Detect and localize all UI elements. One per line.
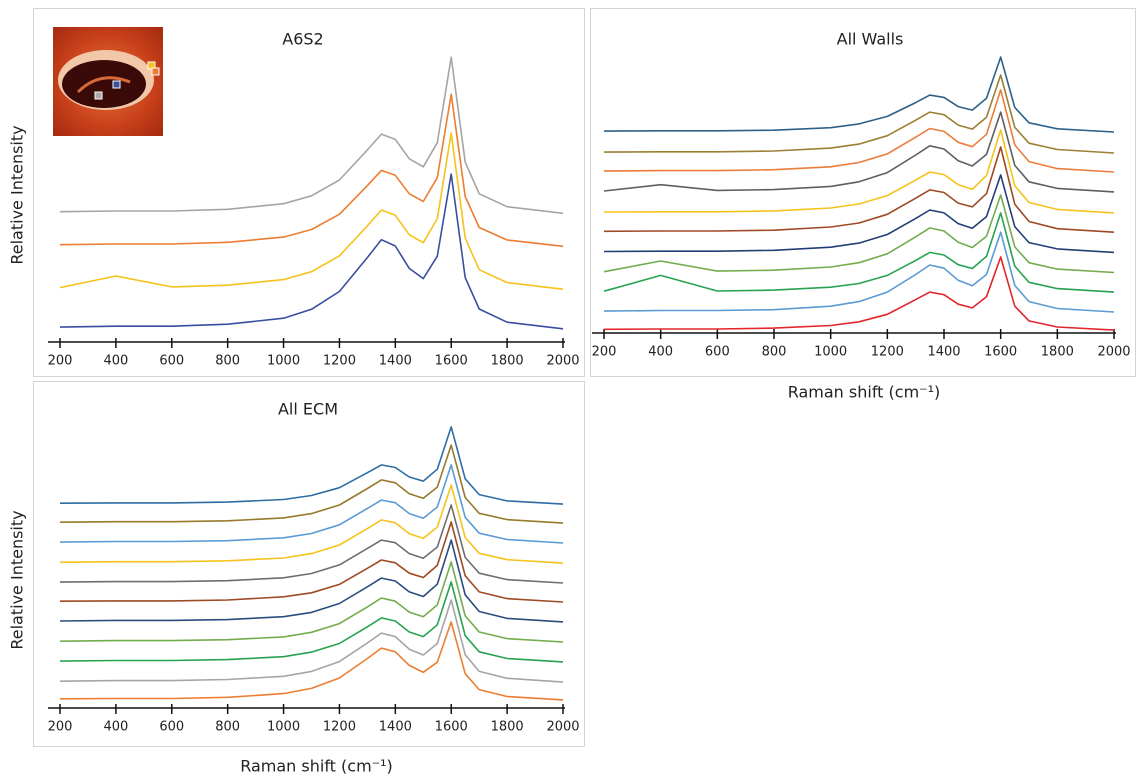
- x-tick-label: 2000: [546, 354, 579, 369]
- x-tick-label: 600: [159, 720, 184, 735]
- spectrum-line: [603, 89, 1115, 173]
- x-tick-label: 400: [648, 345, 673, 360]
- x-tick-label: 1800: [491, 354, 524, 369]
- x-tick-label: 1800: [491, 720, 524, 735]
- spectrum-line: [59, 504, 564, 584]
- spectrum-line: [59, 521, 564, 603]
- x-axis-label: Raman shift (cm⁻¹): [788, 383, 941, 402]
- x-tick-label: 1000: [267, 354, 300, 369]
- y-axis-label: Relative Intensity: [8, 510, 27, 649]
- spectrum-line: [59, 621, 564, 701]
- panel-frame: [33, 381, 585, 747]
- x-tick-label: 1200: [323, 354, 356, 369]
- x-tick-label: 200: [592, 345, 617, 360]
- panel-frame: [590, 8, 1136, 377]
- spectrum-line: [59, 561, 564, 643]
- y-axis-label: Relative Intensity: [8, 125, 27, 264]
- spectrum-line: [603, 111, 1115, 193]
- x-tick-label: 800: [215, 354, 240, 369]
- spectrum-line: [603, 146, 1115, 233]
- x-tick-label: 1200: [871, 345, 904, 360]
- x-tick-label: 600: [705, 345, 730, 360]
- spectrum-line: [603, 74, 1115, 154]
- spectrum-line: [603, 56, 1115, 133]
- spectrum-line: [603, 129, 1115, 214]
- x-tick-label: 1600: [984, 345, 1017, 360]
- x-tick-label: 1400: [927, 345, 960, 360]
- spectrum-line: [603, 194, 1115, 274]
- spectrum-line: [59, 484, 564, 564]
- x-tick-label: 2000: [1097, 345, 1130, 360]
- spectrum-line: [603, 212, 1115, 293]
- spectrum-line: [59, 581, 564, 663]
- x-axis-label: Raman shift (cm⁻¹): [240, 757, 393, 776]
- x-tick-label: 200: [48, 720, 73, 735]
- x-tick-label: 1800: [1041, 345, 1074, 360]
- x-tick-label: 200: [48, 354, 73, 369]
- spectrum-line: [603, 231, 1115, 313]
- chart-title: A6S2: [282, 30, 323, 49]
- x-tick-label: 1600: [435, 720, 468, 735]
- spectrum-line: [59, 426, 564, 505]
- x-tick-label: 400: [103, 354, 128, 369]
- x-tick-label: 1000: [814, 345, 847, 360]
- spectrum-line: [59, 132, 564, 290]
- chart-title: All ECM: [278, 400, 338, 419]
- x-tick-label: 600: [159, 354, 184, 369]
- x-tick-label: 1400: [379, 720, 412, 735]
- x-tick-label: 1600: [435, 354, 468, 369]
- x-tick-label: 400: [103, 720, 128, 735]
- spectrum-line: [59, 56, 564, 215]
- x-tick-label: 1200: [323, 720, 356, 735]
- spectrum-line: [603, 174, 1115, 254]
- spectrum-line: [59, 173, 564, 330]
- x-tick-label: 800: [762, 345, 787, 360]
- x-tick-label: 1400: [379, 354, 412, 369]
- spectrum-line: [59, 539, 564, 623]
- spectrum-line: [59, 444, 564, 524]
- x-tick-label: 1000: [267, 720, 300, 735]
- spectrum-line: [603, 256, 1115, 331]
- chart-title: All Walls: [837, 30, 904, 49]
- spectrum-line: [59, 599, 564, 683]
- inset-image: [53, 27, 163, 136]
- x-tick-label: 2000: [546, 720, 579, 735]
- x-tick-label: 800: [215, 720, 240, 735]
- spectrum-line: [59, 464, 564, 544]
- spectrum-line: [59, 93, 564, 248]
